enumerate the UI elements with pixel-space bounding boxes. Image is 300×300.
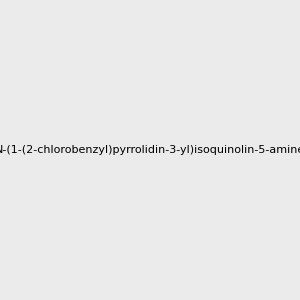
- Text: N-(1-(2-chlorobenzyl)pyrrolidin-3-yl)isoquinolin-5-amine: N-(1-(2-chlorobenzyl)pyrrolidin-3-yl)iso…: [0, 145, 300, 155]
